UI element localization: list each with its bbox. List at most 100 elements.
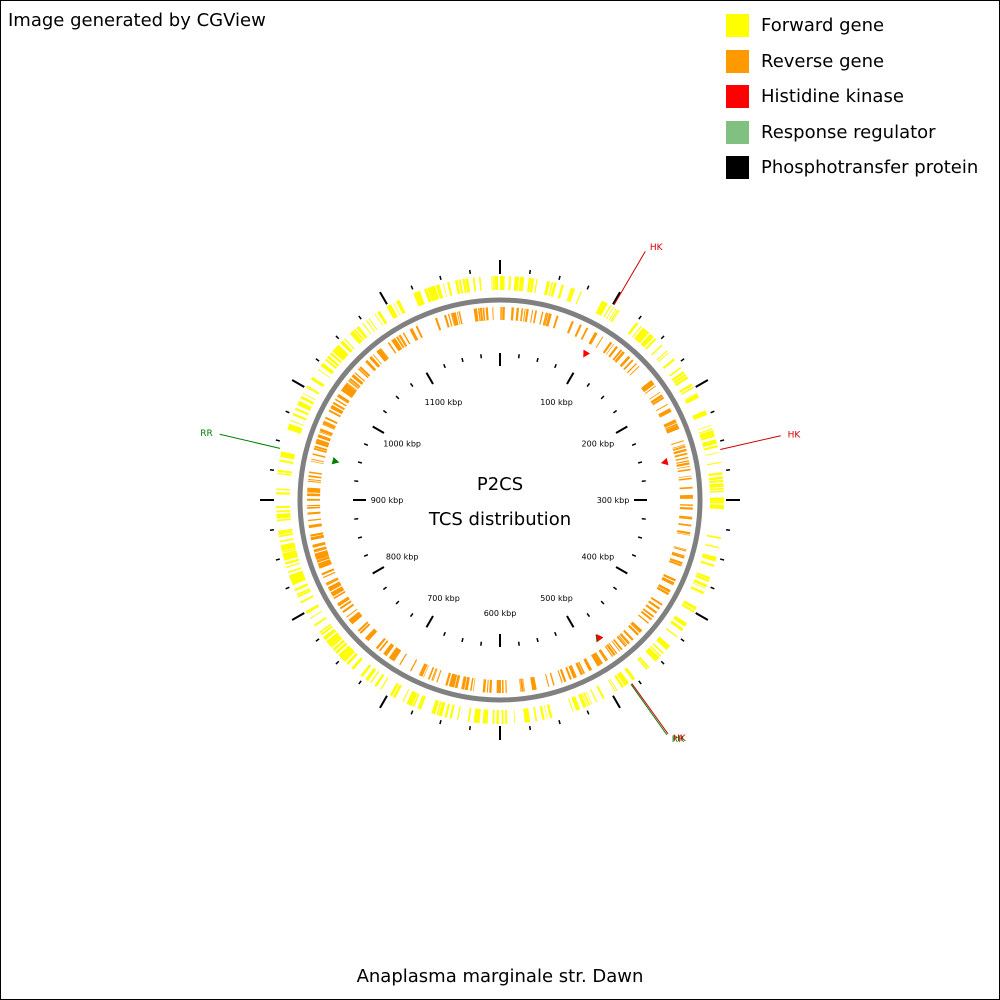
reverse-gene	[315, 552, 329, 561]
forward-gene	[703, 446, 718, 451]
forward-gene	[427, 287, 434, 302]
reverse-gene	[485, 307, 489, 321]
reverse-gene-track	[307, 307, 693, 693]
forward-gene	[638, 656, 650, 669]
forward-gene	[341, 648, 354, 661]
reverse-gene	[583, 658, 593, 672]
forward-gene	[313, 616, 326, 626]
histidine-kinase-marker	[596, 633, 604, 642]
reverse-gene	[340, 386, 355, 398]
forward-gene	[280, 542, 295, 548]
forward-gene	[393, 302, 401, 316]
inner-minor-tick	[354, 480, 359, 483]
forward-gene	[579, 693, 587, 708]
reverse-gene	[308, 471, 322, 475]
outer-major-tick	[612, 695, 621, 709]
forward-gene	[595, 300, 605, 315]
forward-gene	[699, 430, 714, 437]
reverse-gene	[375, 637, 386, 650]
reverse-gene	[391, 649, 400, 661]
inner-minor-tick	[443, 631, 446, 637]
reverse-gene	[640, 379, 653, 390]
forward-gene	[276, 492, 291, 495]
inner-minor-tick	[536, 637, 539, 643]
forward-gene	[700, 433, 715, 439]
reverse-gene	[626, 363, 637, 374]
forward-gene	[431, 699, 438, 714]
map-subtitle: TCS distribution	[428, 509, 571, 530]
reverse-gene	[359, 623, 371, 634]
forward-gene	[656, 350, 668, 361]
outer-major-tick	[379, 291, 388, 305]
forward-gene	[343, 338, 355, 350]
reverse-gene	[418, 663, 427, 677]
reverse-gene	[410, 328, 419, 341]
inner-minor-tick	[382, 586, 388, 591]
reverse-gene	[344, 383, 357, 395]
reverse-gene	[323, 571, 336, 579]
reverse-gene	[348, 611, 360, 621]
forward-gene	[415, 290, 425, 306]
forward-gene-track	[276, 276, 724, 724]
forward-gene	[692, 410, 707, 418]
reverse-gene	[334, 398, 347, 407]
forward-gene	[692, 582, 706, 589]
forward-gene	[380, 677, 389, 690]
reverse-gene	[566, 320, 574, 334]
forward-gene	[327, 355, 340, 367]
reverse-gene	[672, 444, 685, 449]
forward-gene	[637, 657, 648, 670]
reverse-gene	[434, 317, 442, 331]
reverse-gene	[308, 518, 322, 522]
forward-gene	[669, 367, 682, 377]
tick-label: 100 kbp	[540, 398, 573, 407]
forward-gene	[290, 420, 304, 426]
reverse-gene	[614, 351, 625, 363]
reverse-gene	[317, 435, 331, 442]
reverse-gene	[640, 610, 653, 621]
reverse-gene	[477, 308, 481, 322]
reverse-gene	[398, 334, 407, 347]
forward-gene	[340, 341, 352, 353]
reverse-gene	[376, 350, 386, 362]
inner-minor-tick	[641, 517, 646, 520]
forward-gene	[281, 546, 296, 552]
forward-gene	[585, 691, 593, 705]
reverse-gene	[322, 423, 335, 430]
forward-gene	[374, 673, 384, 687]
outer-minor-tick	[558, 720, 561, 725]
forward-gene	[546, 704, 553, 719]
reverse-gene	[510, 307, 514, 321]
reverse-gene	[530, 309, 534, 323]
reverse-gene	[492, 307, 494, 321]
reverse-gene	[448, 673, 455, 687]
reverse-gene	[319, 562, 332, 569]
inner-major-tick	[372, 425, 385, 434]
forward-gene	[645, 338, 656, 350]
outer-minor-tick	[680, 638, 685, 642]
reverse-gene	[673, 546, 687, 551]
forward-gene	[326, 632, 339, 643]
forward-gene	[679, 383, 693, 393]
reverse-gene	[347, 380, 359, 390]
legend-item-response-regulator: Response regulator	[726, 115, 978, 151]
reverse-gene	[357, 621, 369, 632]
reverse-gene	[520, 308, 524, 322]
reverse-gene	[354, 372, 366, 382]
reverse-gene	[345, 383, 357, 392]
forward-gene	[397, 299, 406, 314]
forward-gene	[616, 672, 628, 687]
outer-minor-tick	[710, 586, 715, 590]
legend-item-histidine-kinase: Histidine kinase	[726, 79, 978, 115]
forward-gene	[673, 374, 687, 384]
inner-minor-tick	[637, 536, 643, 539]
reverse-gene	[317, 557, 330, 563]
inner-major-tick	[615, 566, 628, 575]
reverse-gene	[445, 672, 451, 686]
inner-minor-tick	[641, 480, 646, 483]
forward-gene	[289, 571, 304, 580]
inner-major-tick	[372, 566, 385, 575]
reverse-gene	[337, 393, 350, 403]
reverse-gene	[395, 336, 405, 349]
forward-gene	[454, 280, 461, 295]
